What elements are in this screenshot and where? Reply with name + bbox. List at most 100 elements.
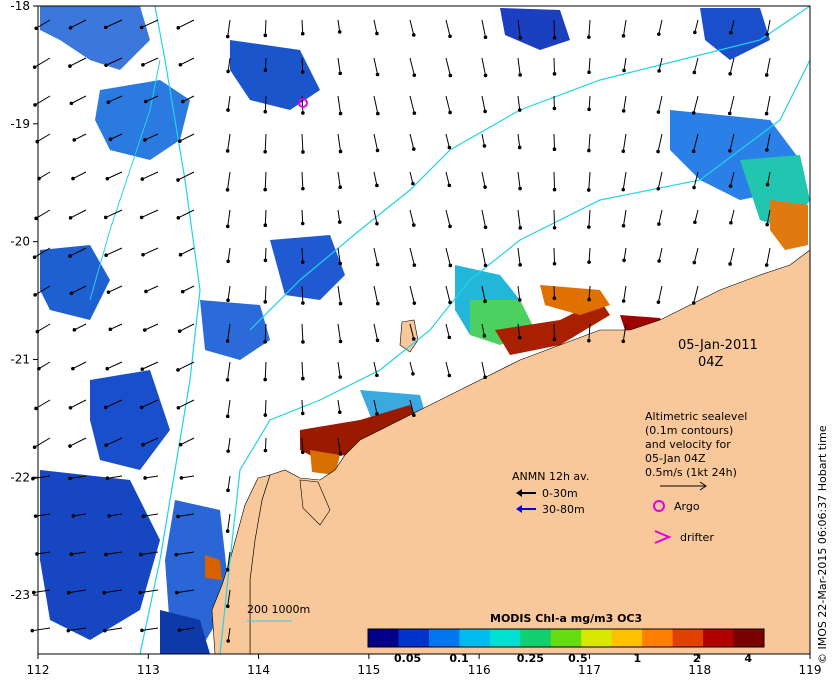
velocity-arrowhead [226,298,230,302]
velocity-arrowhead [67,591,71,595]
velocity-arrowhead [449,74,453,78]
velocity-arrowhead [34,407,38,411]
velocity-arrowhead [68,444,72,448]
velocity-arrowhead [448,225,452,229]
velocity-arrowhead [622,69,626,73]
velocity-arrowhead [338,30,342,34]
velocity-arrowhead [765,33,769,37]
velocity-arrow [265,248,266,260]
velocity-arrowhead [69,406,73,410]
velocity-arrowhead [622,109,626,113]
velocity-arrowhead [622,258,626,262]
velocity-arrowhead [553,147,557,151]
velocity-arrowhead [412,223,416,227]
velocity-arrowhead [621,150,625,154]
velocity-arrowhead [106,177,110,181]
velocity-arrowhead [34,217,38,221]
velocity-arrow [265,20,266,35]
velocity-arrowhead [553,338,557,342]
velocity-arrowhead [33,103,37,107]
velocity-arrowhead [338,72,342,76]
x-tick-label: 114 [247,663,270,677]
velocity-arrowhead [692,186,696,190]
velocity-arrowhead [104,406,108,410]
velocity-arrowhead [338,452,342,456]
velocity-arrowhead [448,184,452,188]
velocity-arrowhead [226,259,230,263]
velocity-arrowhead [448,374,452,378]
velocity-arrowhead [140,26,144,30]
colorbar-tick-label: 0.05 [394,652,421,665]
velocity-arrowhead [104,443,108,447]
velocity-arrowhead [301,150,305,154]
velocity-arrowhead [178,329,182,333]
velocity-arrowhead [264,413,268,417]
velocity-arrowhead [483,144,487,148]
x-tick-label: 118 [688,663,711,677]
colorbar-swatch [368,629,399,647]
colorbar-swatch [673,629,704,647]
velocity-arrowhead [376,263,380,267]
velocity-arrowhead [142,514,146,518]
velocity-arrowhead [765,112,769,116]
colorbar-swatch [642,629,673,647]
velocity-arrowhead [621,340,625,344]
x-tick-label: 112 [27,663,50,677]
velocity-arrowhead [102,591,106,595]
velocity-arrowhead [375,412,379,416]
velocity-arrowhead [33,445,37,449]
velocity-arrowhead [301,377,305,381]
velocity-arrowhead [448,111,452,115]
colorbar-tick-label: 0.1 [449,652,469,665]
x-tick-label: 113 [137,663,160,677]
velocity-arrow [554,210,555,228]
velocity-arrowhead [728,72,732,76]
velocity-arrowhead [143,476,147,480]
colorbar-swatch [734,629,765,647]
velocity-arrowhead [30,629,34,633]
velocity-arrowhead [375,184,379,188]
velocity-arrowhead [176,26,180,30]
velocity-arrowhead [301,450,305,454]
velocity-arrowhead [657,222,661,226]
velocity-arrowhead [376,73,380,77]
colorbar-tick-label: 0.25 [517,652,544,665]
velocity-arrowhead [657,69,661,73]
colorbar-swatch [612,629,643,647]
velocity-arrowhead [104,216,108,220]
velocity-arrowhead [553,36,557,40]
velocity-arrowhead [72,138,76,142]
colorbar-swatch [703,629,734,647]
velocity-arrowhead [448,336,452,340]
velocity-arrowhead [375,222,379,226]
velocity-arrowhead [692,111,696,115]
altimetry-line-5: 0.5m/s (1kt 24h) [645,466,737,479]
velocity-arrowhead [106,476,110,480]
velocity-arrowhead [412,413,416,417]
velocity-arrowhead [693,261,697,265]
velocity-arrowhead [301,32,305,36]
velocity-arrowhead [553,226,557,230]
anmn-depth-deep: 30-80m [542,503,585,516]
velocity-arrowhead [518,73,522,77]
velocity-arrowhead [179,63,183,67]
velocity-arrowhead [728,262,732,266]
velocity-arrowhead [622,34,626,38]
velocity-arrowhead [226,378,230,382]
velocity-arrowhead [263,110,267,114]
velocity-arrowhead [174,553,178,557]
colorbar-swatch [551,629,582,647]
velocity-arrowhead [484,226,488,230]
velocity-arrowhead [70,102,74,106]
velocity-arrowhead [139,553,143,557]
velocity-arrowhead [553,107,557,111]
velocity-arrowhead [301,222,305,226]
velocity-arrowhead [264,449,268,453]
velocity-arrowhead [140,406,144,410]
velocity-arrowhead [587,35,591,39]
x-tick-label: 115 [357,663,380,677]
velocity-arrowhead [587,71,591,75]
velocity-arrowhead [70,552,74,556]
velocity-arrowhead [413,301,417,305]
